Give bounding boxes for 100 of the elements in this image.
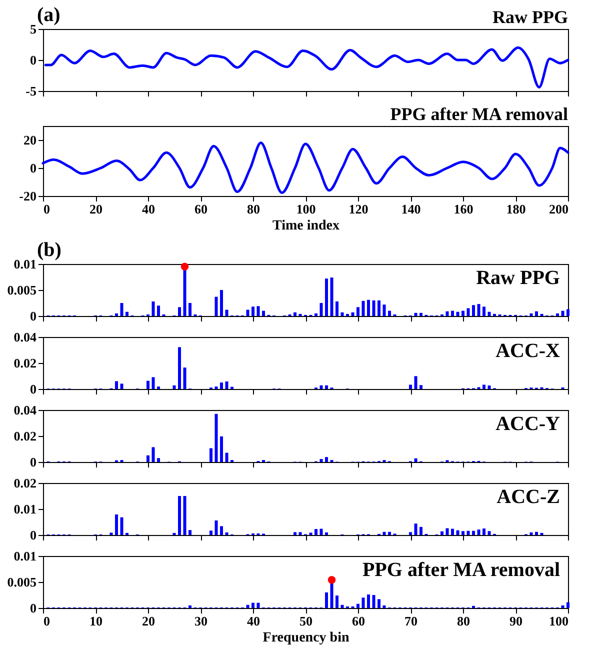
bar [320,303,323,316]
bar [382,304,386,316]
y-tick-label: 0 [30,52,36,68]
bar [220,526,223,535]
x-tick-label: 20 [90,202,102,216]
bar [314,313,318,316]
bar [477,530,480,535]
text: (a) [37,4,60,26]
bar [482,306,486,316]
bar [314,529,318,535]
bar [451,310,454,316]
bar [340,604,344,608]
bar [294,312,296,316]
bar [188,303,192,316]
bar [367,300,370,316]
x-tick-label: 20 [142,614,155,628]
x-tick-label: 100 [549,614,568,628]
bar [488,385,491,389]
y-tick-label: 0 [30,308,36,324]
bar [320,385,323,389]
bar [325,278,328,316]
x-tick-label: 30 [194,614,208,628]
x-tick-label: 160 [454,202,474,216]
y-tick-label: -20 [19,188,36,204]
bar [188,605,192,608]
bar [356,307,360,316]
bar [336,596,338,608]
y-tick-label: -5 [26,84,37,98]
bar [446,528,449,535]
bar [482,384,486,389]
chart-title: Raw PPG [492,7,568,27]
bar [535,532,538,535]
x-tick-label: 120 [348,202,368,216]
bar [351,312,354,316]
bar [256,602,260,608]
bar [462,531,464,535]
bar [566,602,570,608]
bar [414,376,418,389]
bar [466,308,470,316]
chart-title: ACC-Z [496,486,560,508]
x-tick-label: 200 [549,202,568,216]
y-tick-label: 0 [30,528,36,542]
x-tick-label: 80 [247,202,260,216]
bar [472,530,475,535]
bar [126,312,128,316]
y-tick-label: 0.01 [14,256,36,272]
bar [225,532,228,535]
bar [488,312,491,316]
bar [367,594,370,608]
bar [178,347,181,389]
bar [178,496,181,535]
x-tick-label: 0 [44,614,50,628]
bar [420,385,422,389]
bar [362,598,365,608]
x-tick-label: 60 [352,614,365,628]
bar [561,310,564,316]
chart-title: PPG after MA removal [390,104,568,124]
bar [472,305,475,316]
bar [325,532,328,535]
x-tick-label: 180 [506,202,526,216]
bar [152,447,155,462]
x-tick-label: 100 [296,202,316,216]
bar [378,300,380,316]
y-tick-label: 0.02 [14,356,36,370]
bar [420,526,422,535]
y-tick-label: 0.01 [14,548,36,564]
y-tick-label: 0.02 [14,428,36,444]
bar [420,312,422,316]
chart-title: PPG after MA removal [362,559,560,581]
bar [115,514,118,535]
x-tick-label: 40 [142,202,155,216]
bar [152,301,155,316]
y-tick-label: 0.01 [14,502,36,516]
bar [172,385,176,389]
bar [220,436,223,462]
bar [456,312,460,316]
bar [414,524,418,535]
bar [320,528,323,535]
bar [152,377,155,389]
bar [451,528,454,535]
text: (b) [37,239,62,261]
bar [120,303,124,316]
chart-title: Raw PPG [476,267,560,289]
bar [115,313,118,316]
bar [120,384,124,389]
bar [340,312,344,316]
bar [188,530,192,535]
bar [246,604,250,608]
y-tick-label: 0 [30,382,36,396]
x-tick-label: 40 [247,614,260,628]
bar [356,604,360,608]
bar [535,311,538,316]
y-tick-label: 0.04 [14,402,37,418]
bar [146,455,150,462]
bar [252,602,254,608]
bar [262,310,265,316]
y-tick-label: 0.005 [7,574,37,590]
bar [246,310,250,316]
bar [325,457,328,462]
bar [225,381,228,389]
